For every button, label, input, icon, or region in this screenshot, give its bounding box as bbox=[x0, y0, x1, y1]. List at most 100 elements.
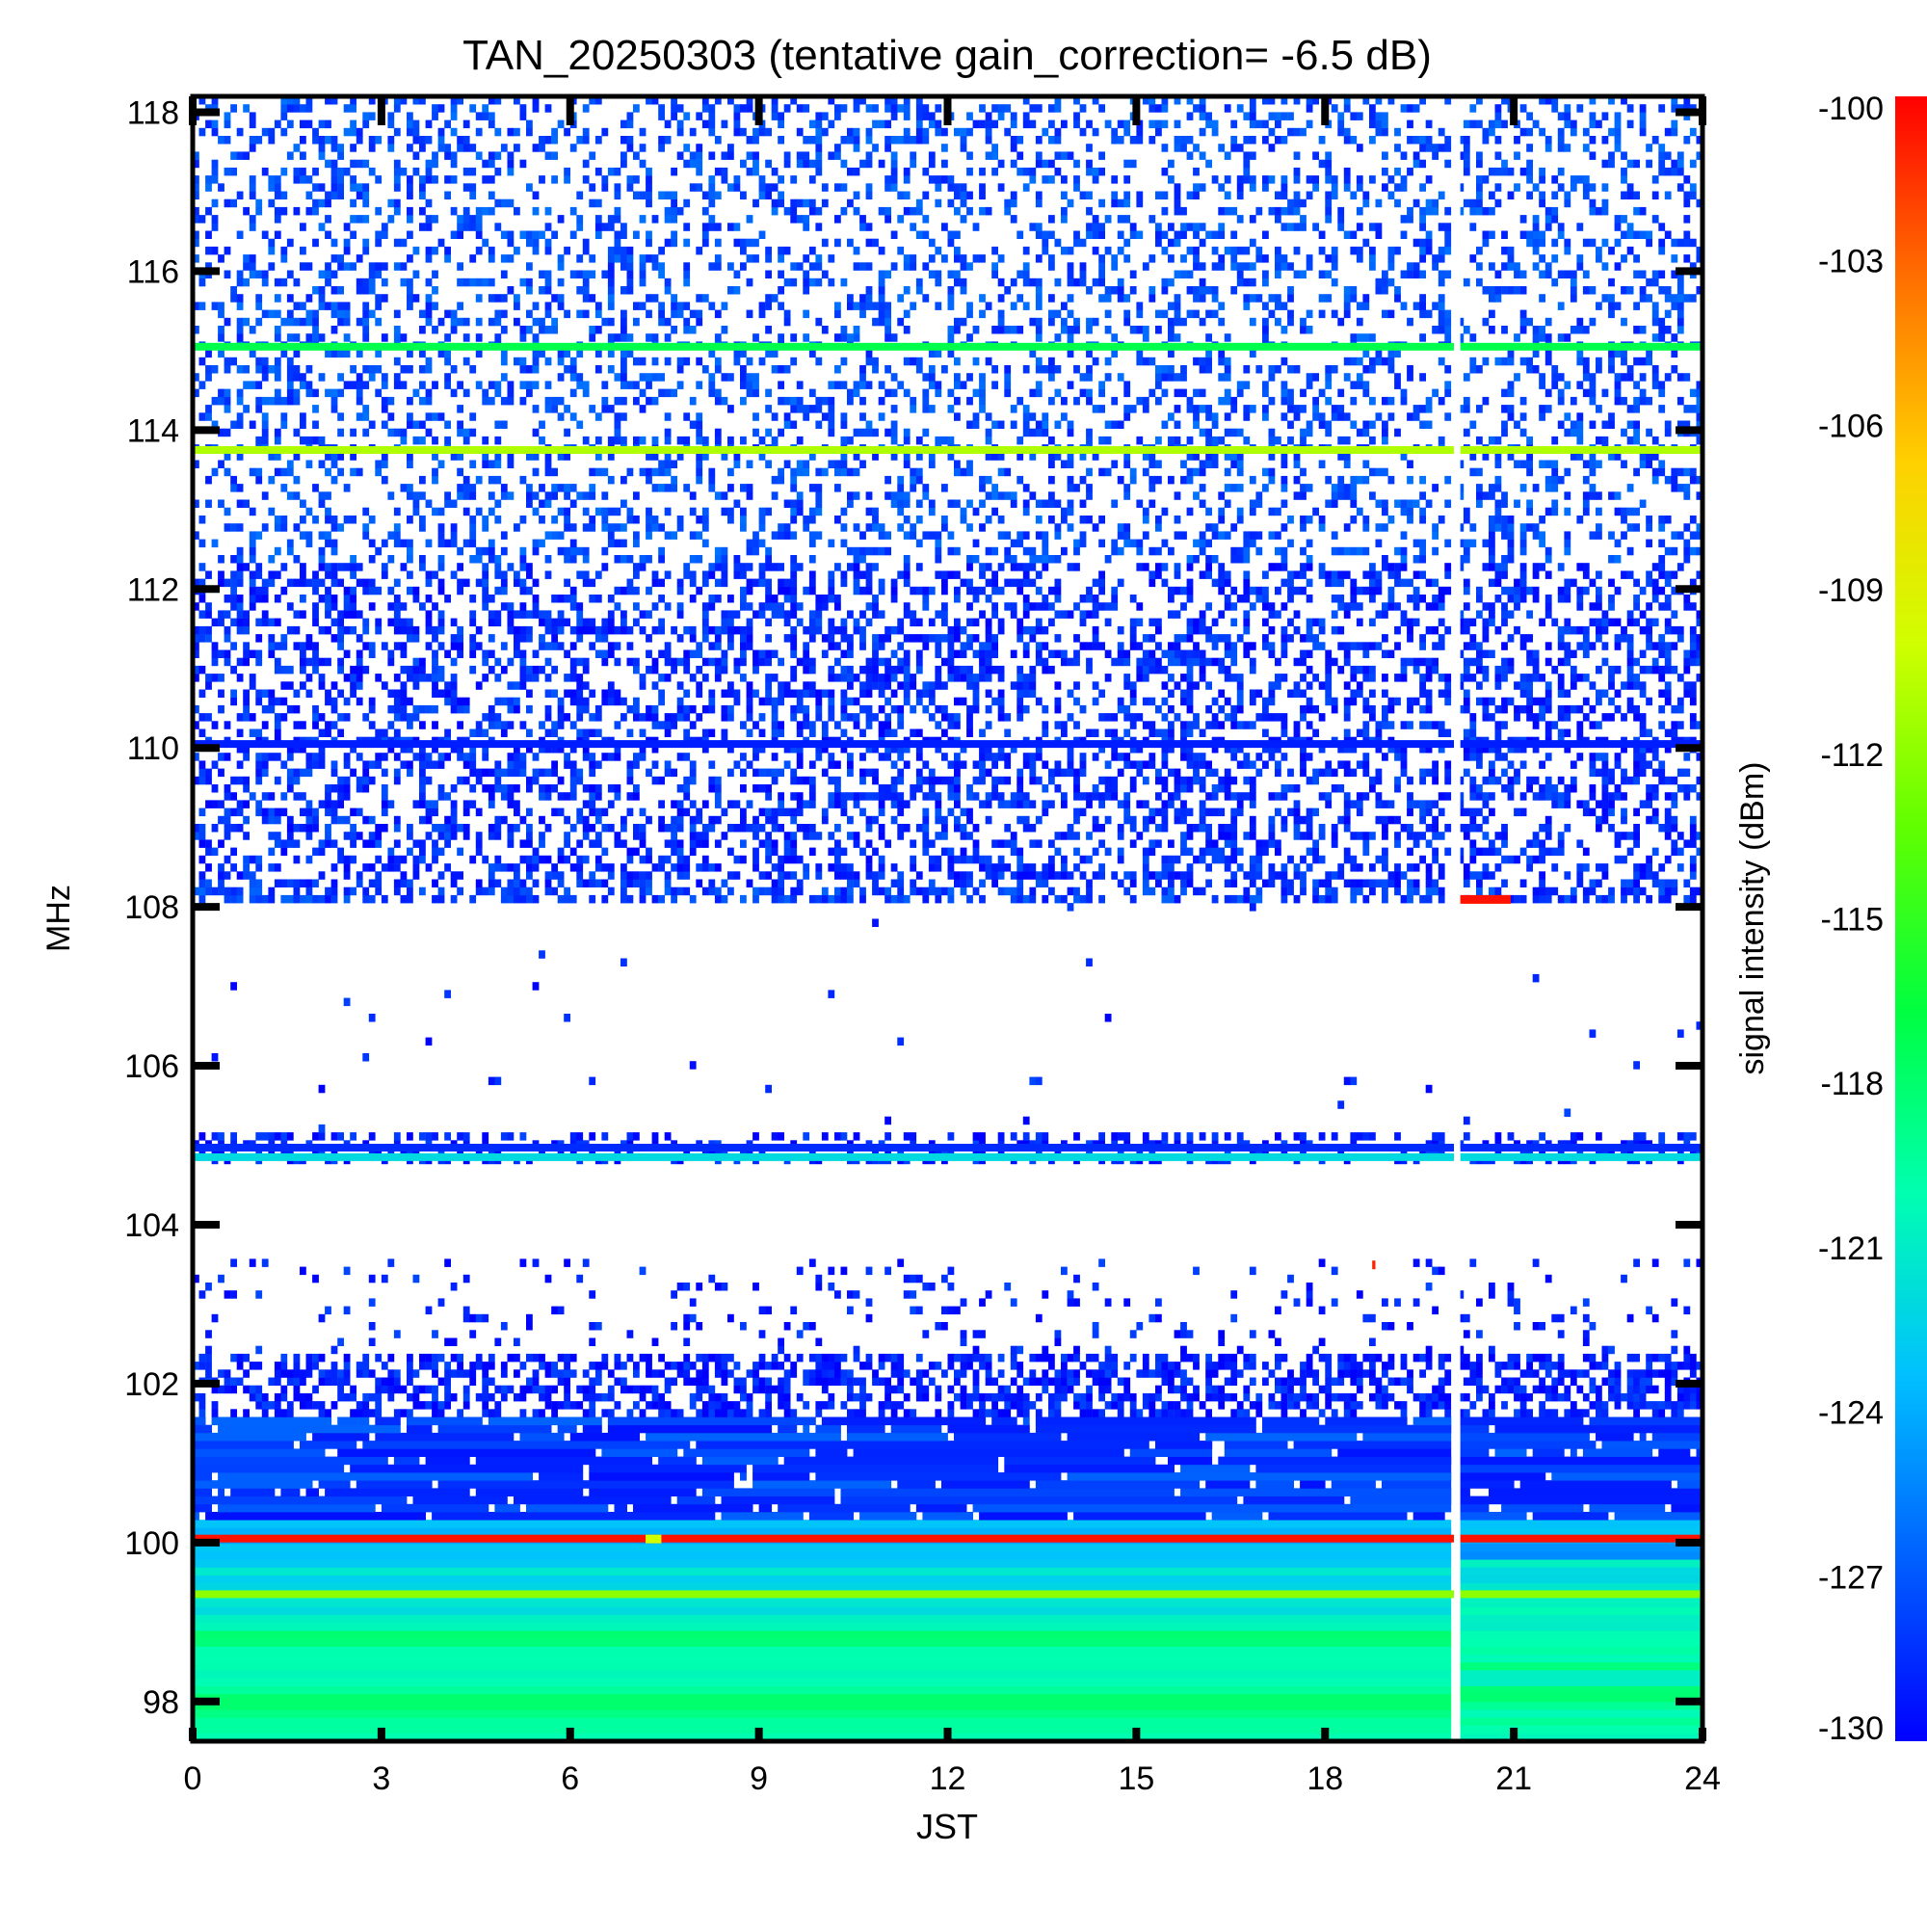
heatmap-cell bbox=[1098, 777, 1105, 785]
heatmap-cell bbox=[1237, 681, 1244, 690]
heatmap-cell bbox=[255, 753, 262, 761]
heatmap-cell bbox=[1615, 1386, 1622, 1394]
heatmap-cell bbox=[1212, 1369, 1219, 1378]
heatmap-cell bbox=[1439, 1378, 1445, 1387]
heatmap-cell bbox=[564, 1362, 570, 1370]
heatmap-cell bbox=[1469, 713, 1476, 722]
heatmap-cell bbox=[494, 824, 501, 833]
heatmap-cell bbox=[815, 1283, 822, 1291]
heatmap-cell bbox=[620, 887, 627, 896]
heatmap-cell bbox=[1362, 698, 1369, 706]
heatmap-cell bbox=[1237, 721, 1244, 729]
heatmap-cell bbox=[822, 1362, 829, 1370]
heatmap-cell bbox=[218, 753, 224, 761]
heatmap-cell bbox=[879, 705, 885, 714]
heatmap-cell bbox=[331, 698, 338, 706]
heatmap-cell bbox=[658, 816, 665, 825]
heatmap-cell bbox=[1369, 713, 1376, 722]
heatmap-cell bbox=[859, 1378, 866, 1387]
heatmap-cell bbox=[1590, 721, 1597, 729]
heatmap-cell bbox=[1111, 871, 1118, 880]
heatmap-cell bbox=[508, 769, 515, 778]
heatmap-cell bbox=[1426, 1354, 1433, 1363]
heatmap-cell bbox=[790, 871, 797, 880]
heatmap-cell bbox=[1583, 848, 1590, 857]
heatmap-cell bbox=[300, 824, 306, 833]
heatmap-cell bbox=[627, 808, 634, 817]
heatmap-cell bbox=[991, 863, 998, 872]
heatmap-cell bbox=[897, 681, 904, 690]
heatmap-cell bbox=[1086, 1354, 1093, 1363]
heatmap-cell bbox=[640, 674, 647, 682]
heatmap-cell bbox=[1350, 1369, 1357, 1378]
heatmap-cell bbox=[683, 1378, 690, 1387]
heatmap-cell bbox=[1262, 839, 1269, 848]
heatmap-cell bbox=[715, 887, 722, 896]
heatmap-cell bbox=[1175, 895, 1181, 904]
heatmap-cell bbox=[488, 1354, 495, 1363]
heatmap-cell bbox=[1180, 1409, 1187, 1417]
heatmap-cell bbox=[1073, 848, 1080, 857]
heatmap-cell bbox=[646, 666, 652, 675]
heatmap-cell bbox=[633, 1504, 753, 1513]
heatmap-cell bbox=[1671, 721, 1677, 729]
heatmap-cell bbox=[520, 1409, 527, 1417]
heatmap-cell bbox=[306, 1354, 313, 1363]
heatmap-cell bbox=[633, 1401, 640, 1410]
heatmap-cell bbox=[747, 880, 753, 888]
heatmap-cell bbox=[973, 1354, 980, 1363]
heatmap-cell bbox=[1086, 880, 1093, 888]
heatmap-cell bbox=[1212, 895, 1219, 904]
heatmap-cell bbox=[834, 1378, 841, 1387]
heatmap-cell bbox=[319, 839, 326, 848]
heatmap-cell bbox=[287, 753, 294, 761]
heatmap-cell bbox=[897, 808, 904, 817]
heatmap-cell bbox=[218, 863, 224, 872]
heatmap-cell bbox=[866, 1393, 873, 1402]
heatmap-cell bbox=[482, 1386, 488, 1394]
heatmap-cell bbox=[1646, 1307, 1652, 1315]
heatmap-cell bbox=[979, 777, 986, 785]
heatmap-cell bbox=[576, 808, 583, 817]
heatmap-cell bbox=[469, 895, 476, 904]
heatmap-cell bbox=[1621, 880, 1627, 888]
heatmap-cell bbox=[1269, 839, 1276, 848]
heatmap-cell bbox=[854, 1354, 860, 1363]
heatmap-cell bbox=[828, 1378, 834, 1387]
heatmap-cell bbox=[910, 1275, 916, 1284]
heatmap-cell bbox=[665, 713, 672, 722]
heatmap-cell bbox=[1407, 698, 1413, 706]
heatmap-cell bbox=[545, 1275, 552, 1284]
heatmap-cell bbox=[866, 674, 873, 682]
heatmap-cell bbox=[677, 713, 684, 722]
heatmap-cell bbox=[1300, 1480, 1326, 1489]
heatmap-cell bbox=[696, 1378, 702, 1387]
heatmap-cell bbox=[1665, 698, 1672, 706]
heatmap-cell bbox=[879, 824, 885, 833]
heatmap-cell bbox=[1683, 784, 1690, 793]
heatmap-cell bbox=[526, 1378, 533, 1387]
heatmap-cell bbox=[1590, 1354, 1597, 1363]
heatmap-cell bbox=[646, 713, 652, 722]
heatmap-cell bbox=[595, 784, 602, 793]
heatmap-cell bbox=[469, 784, 476, 793]
heatmap-cell bbox=[300, 880, 306, 888]
heatmap-cell bbox=[1551, 1393, 1558, 1402]
heatmap-cell bbox=[1677, 1132, 1684, 1141]
heatmap-cell bbox=[1205, 792, 1212, 801]
heatmap-cell bbox=[488, 705, 495, 714]
heatmap-cell bbox=[312, 1386, 319, 1394]
heatmap-cell bbox=[300, 721, 306, 729]
heatmap-cell bbox=[1476, 848, 1483, 857]
heatmap-cell bbox=[948, 1354, 955, 1363]
heatmap-cell bbox=[809, 777, 816, 785]
heatmap-cell bbox=[1269, 824, 1276, 833]
heatmap-cell bbox=[1237, 705, 1244, 714]
heatmap-cell bbox=[533, 982, 540, 990]
heatmap-cell bbox=[1275, 713, 1281, 722]
heatmap-cell bbox=[1029, 1369, 1036, 1378]
heatmap-cell bbox=[727, 1354, 734, 1363]
heatmap-cell bbox=[803, 1132, 809, 1141]
heatmap-cell bbox=[991, 777, 998, 785]
heatmap-cell bbox=[1205, 832, 1212, 840]
